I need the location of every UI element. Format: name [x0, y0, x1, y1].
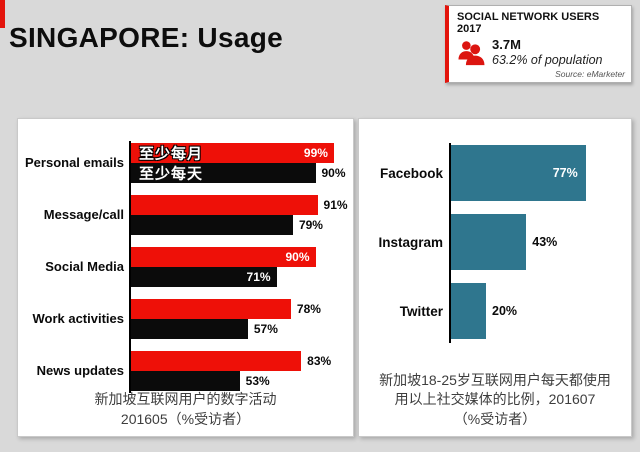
bar-daily-social-media: 71% — [131, 267, 277, 287]
bar-daily-news-updates: 53% — [131, 371, 270, 391]
chart-row-message-call: Message/call 91% 79% — [18, 195, 353, 235]
bar-monthly-work-activities: 78% — [131, 299, 321, 319]
category-label: Social Media — [45, 258, 124, 274]
chart-row-instagram: Instagram 43% — [359, 214, 631, 270]
social-platforms-chart-panel: Facebook 77% Instagram 43% Twitter — [358, 118, 632, 437]
chart-row-social-media: Social Media 90% 71% — [18, 247, 353, 287]
infobox-title: SOCIAL NETWORK USERS 2017 — [457, 11, 600, 35]
bar-monthly-news-updates: 83% — [131, 351, 331, 371]
left-chart-caption: 新加坡互联网用户的数字活动 201605（%受访者） — [18, 390, 353, 429]
chart-row-twitter: Twitter 20% — [359, 283, 631, 339]
caption-line: （%受访者） — [453, 410, 537, 427]
bar-daily-personal-emails: 至少每天 90% — [131, 163, 346, 183]
caption-line: 201605（%受访者） — [120, 410, 251, 427]
infobox-stat-text: 3.7M 63.2% of population — [492, 37, 603, 67]
category-label: Instagram — [378, 234, 443, 250]
bar-monthly-personal-emails: 至少每月 99% — [131, 143, 334, 163]
social-network-users-infobox: SOCIAL NETWORK USERS 2017 3.7M 63.2% of … — [445, 5, 632, 84]
digital-activities-chart: Personal emails 至少每月 99% 至少每天 90% — [18, 143, 353, 403]
value-label: 20% — [492, 304, 518, 318]
caption-line: 用以上社交媒体的比例，201607 — [394, 391, 596, 408]
bar-pair: 83% 53% — [131, 351, 353, 391]
category-label: Twitter — [399, 303, 443, 319]
category-label: News updates — [36, 362, 124, 378]
value-label: 71% — [246, 270, 271, 284]
right-chart-caption: 新加坡18-25岁互联网用户每天都使用 用以上社交媒体的比例，201607 （%… — [359, 371, 631, 429]
bar-facebook: 77% — [451, 145, 586, 201]
source-note: Source: eMarketer — [555, 69, 625, 80]
bar-instagram: 43% — [451, 214, 557, 270]
left-chart-axis — [129, 141, 131, 393]
category-label: Personal emails — [25, 154, 124, 170]
value-label: 78% — [296, 302, 321, 316]
users-icon — [457, 40, 485, 66]
value-label: 83% — [307, 354, 332, 368]
bar-pair: 91% 79% — [131, 195, 353, 235]
bar-monthly-message-call: 91% — [131, 195, 348, 215]
category-label: Facebook — [379, 165, 443, 181]
caption-line: 新加坡18-25岁互联网用户每天都使用 — [379, 372, 611, 389]
caption-line: 新加坡互联网用户的数字活动 — [94, 391, 277, 408]
digital-activities-chart-panel: Personal emails 至少每月 99% 至少每天 90% — [17, 118, 354, 437]
value-label: 90% — [321, 166, 346, 180]
bar-monthly-social-media: 90% — [131, 247, 316, 267]
population-share: 63.2% of population — [492, 52, 603, 67]
page-title: SINGAPORE: Usage — [9, 22, 283, 53]
bar-pair: 90% 71% — [131, 247, 353, 287]
social-platforms-chart: Facebook 77% Instagram 43% Twitter — [359, 145, 631, 352]
bar-daily-message-call: 79% — [131, 215, 323, 235]
bar-pair: 78% 57% — [131, 299, 353, 339]
right-chart-axis — [449, 143, 451, 343]
value-label: 57% — [253, 322, 278, 336]
bar-twitter: 20% — [451, 283, 517, 339]
chart-row-facebook: Facebook 77% — [359, 145, 631, 201]
value-label: 91% — [323, 198, 348, 212]
chart-row-work-activities: Work activities 78% 57% — [18, 299, 353, 339]
bar-daily-work-activities: 57% — [131, 319, 278, 339]
legend-at-least-monthly: 至少每月 — [139, 145, 204, 163]
category-label: Message/call — [43, 206, 124, 222]
category-label: Work activities — [32, 310, 124, 326]
value-label: 77% — [552, 166, 578, 180]
value-label: 53% — [245, 374, 270, 388]
bar-pair: 至少每月 99% 至少每天 90% — [131, 143, 353, 183]
chart-row-news-updates: News updates 83% 53% — [18, 351, 353, 391]
users-count: 3.7M — [492, 37, 521, 52]
value-label: 43% — [532, 235, 558, 249]
value-label: 90% — [285, 250, 310, 264]
red-corner-accent — [0, 0, 5, 28]
value-label: 99% — [303, 146, 328, 160]
legend-at-least-daily: 至少每天 — [139, 165, 204, 183]
infobox-stat-row: 3.7M 63.2% of population — [457, 37, 625, 67]
chart-row-personal-emails: Personal emails 至少每月 99% 至少每天 90% — [18, 143, 353, 183]
value-label: 79% — [298, 218, 323, 232]
